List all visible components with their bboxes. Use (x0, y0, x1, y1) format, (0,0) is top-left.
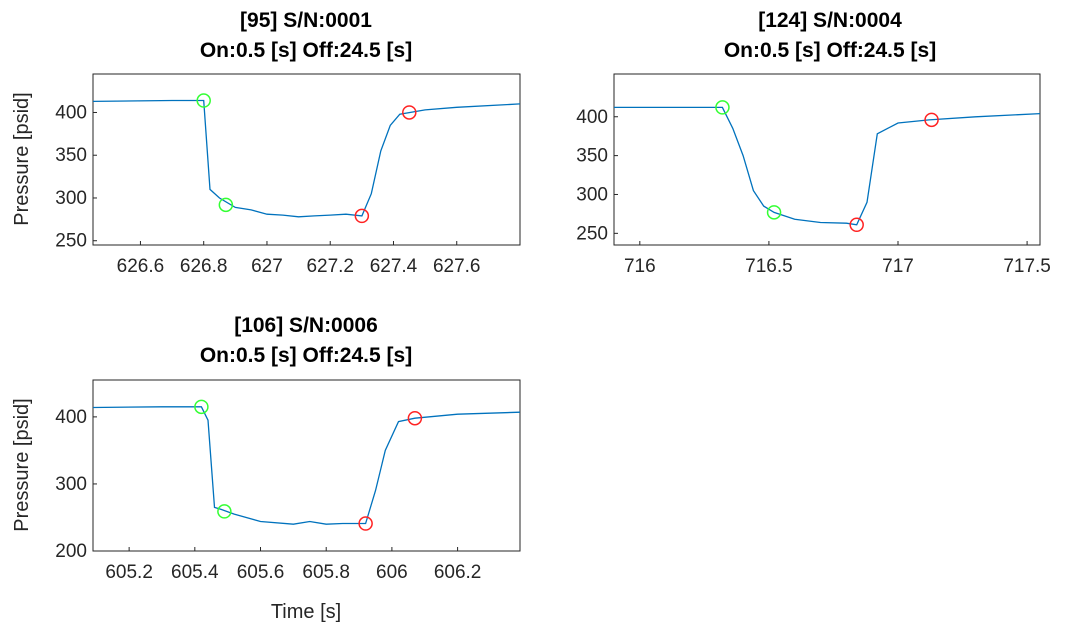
start-marker (196, 93, 211, 108)
plot-area (613, 73, 1041, 246)
y-tick-label: 250 (576, 223, 608, 244)
end-marker (354, 208, 370, 224)
chart-title-line1: [106] S/N:0006 (234, 314, 378, 337)
start-marker (217, 504, 232, 519)
plot-area (92, 379, 521, 552)
y-axis: 250 300 350 400 (55, 102, 97, 252)
x-axis: 605.2 605.4 605.6 605.8 606 606.2 (105, 547, 481, 583)
chart-title-line1: [124] S/N:0004 (758, 9, 902, 32)
marker-group (715, 100, 939, 233)
x-tick-label: 627.4 (370, 256, 418, 277)
x-tick-label: 717 (882, 256, 914, 277)
x-tick-label: 717.5 (1003, 256, 1051, 277)
start-marker (715, 100, 730, 115)
y-tick-label: 250 (55, 231, 87, 252)
x-axis: 626.6 626.8 627 627.2 627.4 627.6 (117, 241, 481, 277)
x-tick-label: 605.8 (302, 562, 350, 583)
chart-panel-sn0001: [95] S/N:0001 On:0.5 [s] Off:24.5 [s] 62… (11, 9, 521, 277)
y-tick-label: 400 (55, 407, 87, 428)
x-tick-label: 716.5 (745, 256, 793, 277)
y-tick-label: 300 (55, 474, 87, 495)
x-axis: 716 716.5 717 717.5 (624, 241, 1051, 277)
chart-title-line2: On:0.5 [s] Off:24.5 [s] (724, 39, 936, 62)
y-tick-label: 300 (576, 184, 608, 205)
y-tick-label: 400 (55, 102, 87, 123)
chart-title-line2: On:0.5 [s] Off:24.5 [s] (200, 344, 412, 367)
x-tick-label: 627.6 (433, 256, 481, 277)
y-tick-label: 300 (55, 188, 87, 209)
x-tick-label: 626.8 (180, 256, 228, 277)
end-marker (849, 217, 864, 233)
x-tick-label: 605.6 (237, 562, 285, 583)
chart-title-line2: On:0.5 [s] Off:24.5 [s] (200, 39, 412, 62)
x-tick-label: 716 (624, 256, 656, 277)
end-marker (358, 516, 373, 531)
end-marker (407, 410, 423, 426)
x-tick-label: 606 (376, 562, 408, 583)
y-axis-label: Pressure [psid] (11, 398, 33, 531)
pressure-trace-line (614, 106, 1041, 226)
marker-group (196, 93, 417, 224)
marker-group (194, 399, 423, 531)
x-tick-label: 605.2 (105, 562, 153, 583)
y-tick-label: 200 (55, 541, 87, 562)
end-marker (402, 105, 417, 120)
x-tick-label: 626.6 (117, 256, 165, 277)
y-tick-label: 350 (576, 146, 608, 167)
y-tick-label: 400 (576, 107, 608, 128)
start-marker (218, 197, 234, 213)
x-tick-label: 606.2 (434, 562, 482, 583)
end-marker (924, 112, 939, 128)
x-tick-label: 627.2 (306, 256, 354, 277)
y-axis: 200 300 400 (55, 407, 97, 562)
y-axis-label: Pressure [psid] (11, 92, 33, 225)
y-axis: 250 300 350 400 (576, 107, 618, 244)
start-marker (194, 399, 209, 415)
x-axis-label: Time [s] (271, 601, 341, 623)
pressure-trace-line (92, 406, 521, 525)
x-tick-label: 627 (251, 256, 283, 277)
y-tick-label: 350 (55, 145, 87, 166)
x-tick-label: 605.4 (171, 562, 219, 583)
chart-panel-sn0004: [124] S/N:0004 On:0.5 [s] Off:24.5 [s] 7… (576, 9, 1051, 277)
chart-panel-sn0006: [106] S/N:0006 On:0.5 [s] Off:24.5 [s] 6… (11, 314, 521, 623)
plot-area (92, 73, 521, 246)
start-marker (766, 205, 782, 220)
chart-title-line1: [95] S/N:0001 (240, 9, 372, 32)
pressure-trace-line (92, 99, 521, 218)
